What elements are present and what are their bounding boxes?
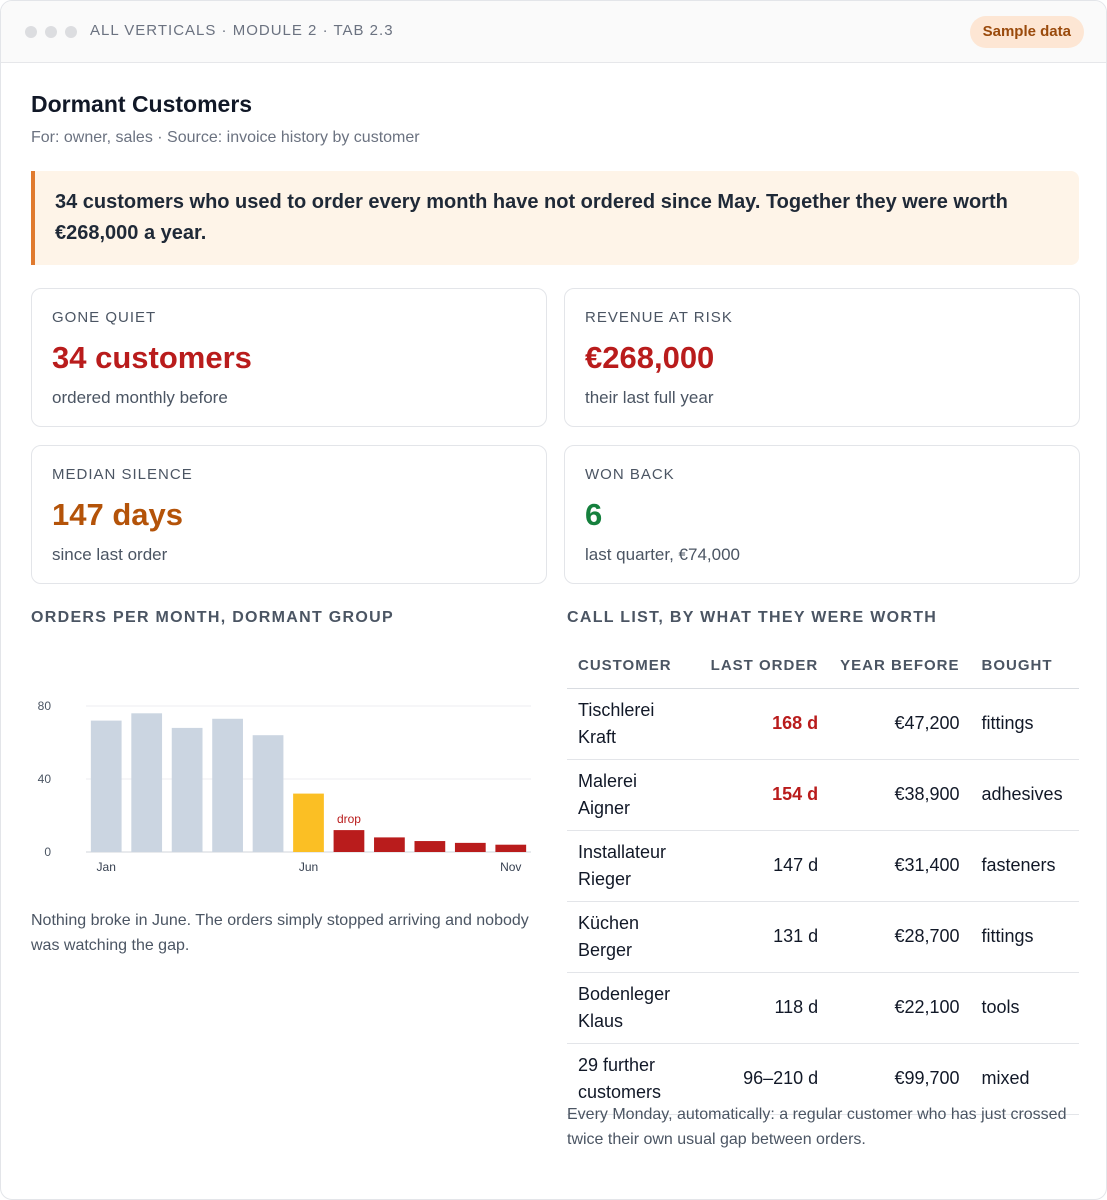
page-title: Dormant Customers — [31, 91, 253, 117]
table-row[interactable]: Bodenleger Klaus 118 d €22,100 tools — [567, 972, 1079, 1044]
cell-last-order: 96–210 d — [699, 1043, 830, 1115]
breadcrumb: ALL VERTICALS · MODULE 2 · TAB 2.3 — [90, 22, 394, 39]
page-subtitle: For: owner, sales · Source: invoice hist… — [31, 129, 420, 146]
minimize-dot[interactable] — [45, 26, 57, 38]
sample-data-badge: Sample data — [969, 16, 1084, 48]
y-tick-label: 0 — [44, 845, 51, 859]
cell-year-before: €28,700 — [829, 901, 971, 973]
maximize-dot[interactable] — [65, 26, 77, 38]
close-dot[interactable] — [25, 26, 37, 38]
column-header-bought[interactable]: BOUGHT — [970, 644, 1079, 689]
cell-bought: fittings — [970, 688, 1079, 760]
cell-year-before: €47,200 — [829, 688, 971, 760]
cell-bought: fasteners — [970, 830, 1079, 902]
column-header-year-before[interactable]: YEAR BEFORE — [829, 644, 971, 689]
kpi-note: ordered monthly before — [52, 388, 228, 407]
table-row[interactable]: 29 further customers 96–210 d €99,700 mixed — [567, 1043, 1079, 1115]
bar-jan[interactable] — [90, 720, 122, 852]
cell-last-order: 168 d — [699, 688, 830, 760]
kpi-value: 34 customers — [52, 340, 252, 375]
cell-customer: Malerei Aigner — [567, 759, 700, 831]
x-tick-label: Jun — [299, 860, 318, 874]
cell-last-order: 131 d — [699, 901, 830, 973]
bar-apr[interactable] — [212, 718, 243, 852]
table-row[interactable]: Küchen Berger 131 d €28,700 fittings — [567, 901, 1079, 973]
column-header-customer[interactable]: CUSTOMER — [567, 644, 700, 689]
kpi-card-median-silence: MEDIAN SILENCE 147 days since last order — [31, 445, 547, 584]
kpi-note: last quarter, €74,000 — [585, 545, 741, 564]
call-list-table: CUSTOMER LAST ORDER YEAR BEFORE BOUGHT T… — [567, 644, 1079, 1115]
call-list-note: Every Monday, automatically: a regular c… — [567, 1106, 1067, 1148]
bar-oct[interactable] — [454, 842, 486, 852]
table-row[interactable]: Tischlerei Kraft 168 d €47,200 fittings — [567, 688, 1079, 760]
cell-bought: mixed — [970, 1043, 1079, 1115]
cell-last-order: 154 d — [699, 759, 830, 831]
y-tick-label: 80 — [38, 699, 52, 713]
window-controls — [25, 26, 77, 38]
bar-nov[interactable] — [495, 844, 527, 852]
kpi-label: WON BACK — [585, 466, 675, 483]
cell-year-before: €31,400 — [829, 830, 971, 902]
chart-caption: Nothing broke in June. The orders simply… — [31, 912, 529, 954]
kpi-card-gone-quiet: GONE QUIET 34 customers ordered monthly … — [31, 288, 547, 427]
cell-last-order: 147 d — [699, 830, 830, 902]
drop-annotation: drop — [337, 812, 361, 826]
bar-jun[interactable] — [293, 793, 324, 852]
kpi-label: REVENUE AT RISK — [585, 309, 733, 326]
bar-jul[interactable] — [333, 830, 365, 852]
cell-year-before: €22,100 — [829, 972, 971, 1044]
cell-bought: fittings — [970, 901, 1079, 973]
kpi-note: their last full year — [585, 388, 714, 407]
bar-aug[interactable] — [374, 837, 405, 852]
bar-may[interactable] — [252, 735, 284, 852]
column-header-last-order[interactable]: LAST ORDER — [699, 644, 830, 689]
cell-customer: 29 further customers — [567, 1043, 700, 1115]
orders-bar-chart: 0 40 80 Jan Jun Nov drop — [38, 699, 531, 874]
summary-callout: 34 customers who used to order every mon… — [31, 171, 1079, 265]
cell-bought: tools — [970, 972, 1079, 1044]
cell-customer: Bodenleger Klaus — [567, 972, 700, 1044]
cell-bought: adhesives — [970, 759, 1079, 831]
x-tick-label: Jan — [97, 860, 116, 874]
cell-year-before: €99,700 — [829, 1043, 971, 1115]
kpi-label: GONE QUIET — [52, 309, 157, 326]
bar-sep[interactable] — [414, 841, 446, 852]
x-tick-label: Nov — [500, 860, 521, 874]
title-bar: ALL VERTICALS · MODULE 2 · TAB 2.3 Sampl… — [1, 1, 1106, 63]
cell-customer: Tischlerei Kraft — [567, 688, 700, 760]
kpi-card-won-back: WON BACK 6 last quarter, €74,000 — [564, 445, 1080, 584]
kpi-value: 6 — [585, 497, 603, 532]
cell-customer: Installateur Rieger — [567, 830, 700, 902]
cell-year-before: €38,900 — [829, 759, 971, 831]
y-tick-label: 40 — [38, 772, 52, 786]
table-row[interactable]: Malerei Aigner 154 d €38,900 adhesives — [567, 759, 1079, 831]
table-header-row: CUSTOMER LAST ORDER YEAR BEFORE BOUGHT — [567, 644, 1079, 689]
table-row[interactable]: Installateur Rieger 147 d €31,400 fasteners — [567, 830, 1079, 902]
bar-mar[interactable] — [171, 727, 203, 852]
cell-last-order: 118 d — [699, 972, 830, 1044]
cell-customer: Küchen Berger — [567, 901, 700, 973]
chart-heading: ORDERS PER MONTH, DORMANT GROUP — [31, 609, 394, 626]
kpi-value: €268,000 — [585, 340, 715, 375]
kpi-label: MEDIAN SILENCE — [52, 466, 193, 483]
call-list-heading: CALL LIST, BY WHAT THEY WERE WORTH — [567, 609, 938, 626]
bar-feb[interactable] — [131, 713, 163, 852]
kpi-note: since last order — [52, 545, 168, 564]
kpi-card-revenue-at-risk: REVENUE AT RISK €268,000 their last full… — [564, 288, 1080, 427]
kpi-value: 147 days — [52, 497, 183, 532]
